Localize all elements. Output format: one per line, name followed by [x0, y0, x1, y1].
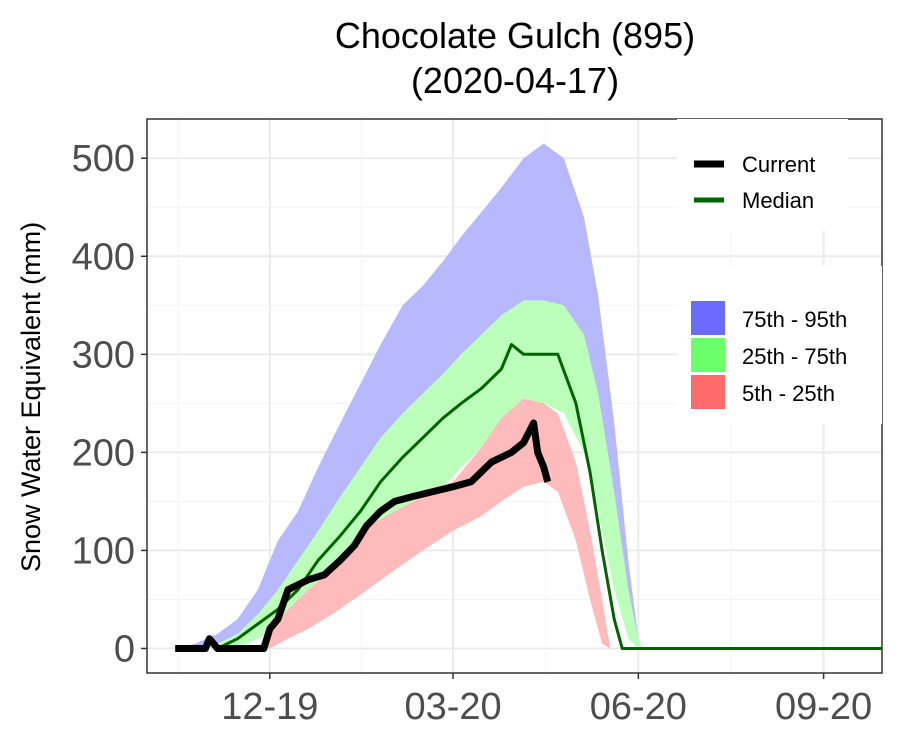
- legend-band-label-2: 25th - 75th: [742, 344, 847, 369]
- legend-band-label-3: 5th - 25th: [742, 381, 835, 406]
- series-lines: [175, 343, 882, 652]
- legend-band-label-1: 75th - 95th: [742, 307, 847, 332]
- legend-swatch-3: [691, 375, 725, 409]
- y-axis-label: Snow Water Equivalent (mm): [16, 222, 46, 572]
- legend-lines-box: [677, 119, 848, 231]
- legend: Current Median 75th - 95th 25th - 75th 5th -…: [677, 119, 882, 424]
- x-tick-label: 12-19: [221, 686, 318, 728]
- chart-title-line-2: (2020-04-17): [411, 60, 619, 101]
- band-5th-25th: [257, 398, 611, 649]
- series-line-current: [175, 419, 552, 652]
- y-tick-label: 200: [72, 432, 135, 474]
- series-line-median: [216, 343, 882, 650]
- band-25th-75th: [185, 300, 643, 649]
- y-tick-label: 500: [72, 138, 135, 180]
- legend-swatch-2: [691, 338, 725, 372]
- legend-label-current: Current: [742, 152, 815, 177]
- x-tick-label: 06-20: [590, 686, 687, 728]
- legend-label-median: Median: [742, 188, 814, 213]
- y-tick-label: 300: [72, 334, 135, 376]
- y-tick-label: 100: [72, 530, 135, 572]
- y-axis-ticks: 0 100 200 300 400 500: [72, 138, 147, 670]
- band-75th-95th: [175, 143, 643, 649]
- x-tick-label: 03-20: [404, 686, 501, 728]
- x-axis-ticks: 12-19 03-20 06-20 09-20: [221, 673, 872, 728]
- y-tick-label: 400: [72, 236, 135, 278]
- legend-swatch-1: [691, 301, 725, 335]
- x-tick-label: 09-20: [775, 686, 872, 728]
- y-tick-label: 0: [114, 628, 135, 670]
- chart-title-line-1: Chocolate Gulch (895): [335, 15, 695, 56]
- percentile-bands: [175, 143, 643, 649]
